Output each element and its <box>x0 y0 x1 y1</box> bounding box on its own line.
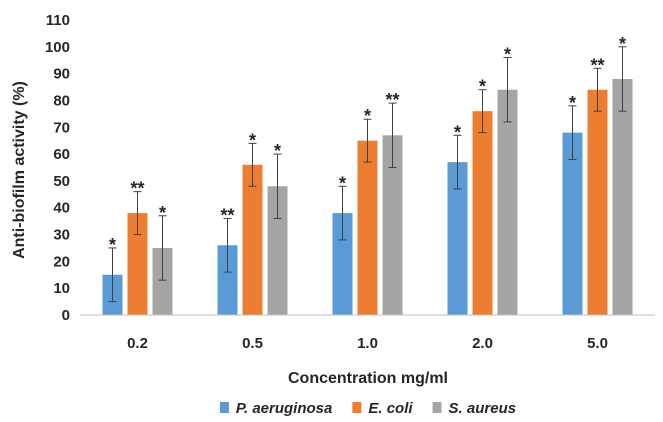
x-tick-label: 5.0 <box>587 335 608 352</box>
legend: P. aeruginosa E. coli S. aureus <box>219 400 517 417</box>
error-bar <box>568 105 577 160</box>
significance-marker: * <box>569 93 576 113</box>
legend-item: S. aureus <box>432 400 517 417</box>
significance-marker: * <box>159 203 166 223</box>
error-bar <box>363 118 372 163</box>
y-tick-label: 30 <box>53 227 70 244</box>
bar <box>562 132 583 315</box>
significance-marker: * <box>249 130 256 150</box>
bar <box>217 245 238 315</box>
error-bar <box>133 191 142 236</box>
bar <box>587 89 608 316</box>
error-bar <box>388 102 397 168</box>
x-axis-title: Concentration mg/ml <box>288 370 448 387</box>
bar <box>242 164 263 315</box>
bar <box>332 213 353 315</box>
y-tick-label: 10 <box>53 280 70 297</box>
bar <box>612 79 633 315</box>
significance-marker: * <box>364 106 371 126</box>
error-bar <box>108 247 117 303</box>
x-axis: 0.2 0.5 1.0 2.0 5.0 <box>80 314 655 352</box>
error-bar <box>338 185 347 241</box>
bar <box>472 111 493 315</box>
y-tick-label: 0 <box>62 307 70 324</box>
x-tick-label: 1.0 <box>357 335 378 352</box>
y-tick-label: 50 <box>53 173 70 190</box>
significance-marker: * <box>109 235 116 255</box>
y-tick-label: 20 <box>53 253 70 270</box>
x-tick-label: 0.2 <box>127 335 148 352</box>
legend-label: S. aureus <box>449 400 517 417</box>
legend-label: P. aeruginosa <box>236 400 332 417</box>
bar <box>267 186 288 315</box>
bar <box>127 213 148 315</box>
significance-marker: * <box>504 45 511 65</box>
significance-marker: * <box>479 77 486 97</box>
bar <box>152 247 173 315</box>
y-tick-label: 70 <box>53 119 70 136</box>
y-axis-title: Anti-biofilm activity (%) <box>11 81 28 259</box>
bars: **** *************** <box>102 34 633 316</box>
bar <box>382 135 403 315</box>
significance-marker: * <box>619 34 626 54</box>
error-bar <box>158 215 167 281</box>
bar <box>497 89 518 316</box>
error-bar <box>273 153 282 219</box>
y-tick-label: 60 <box>53 146 70 163</box>
significance-marker: ** <box>385 90 399 110</box>
legend-item: E. coli <box>352 400 413 417</box>
error-bar <box>248 142 257 187</box>
legend-swatch <box>352 402 362 413</box>
significance-marker: * <box>454 122 461 142</box>
error-bar <box>453 134 462 190</box>
significance-marker: ** <box>590 55 604 75</box>
legend-swatch <box>219 402 229 413</box>
legend-swatch <box>432 402 442 413</box>
error-bar <box>593 67 602 112</box>
legend-item: P. aeruginosa <box>219 400 332 417</box>
y-tick-label: 80 <box>53 92 70 109</box>
error-bar <box>223 217 232 273</box>
error-bar <box>618 46 627 112</box>
x-tick-label: 0.5 <box>242 335 263 352</box>
y-axis: 0 10 20 30 40 50 60 70 80 90 100 110 <box>45 12 70 324</box>
y-tick-label: 110 <box>46 12 70 29</box>
legend-label: E. coli <box>368 400 413 417</box>
y-tick-label: 40 <box>53 200 70 217</box>
significance-marker: * <box>339 173 346 193</box>
y-tick-label: 100 <box>45 39 70 56</box>
error-bar <box>478 89 487 134</box>
bar <box>447 162 468 315</box>
significance-marker: ** <box>130 179 144 199</box>
y-tick-label: 90 <box>53 66 70 83</box>
significance-marker: * <box>274 141 281 161</box>
error-bar <box>503 57 512 123</box>
significance-marker: ** <box>220 205 234 225</box>
x-tick-label: 2.0 <box>472 335 493 352</box>
bar <box>357 140 378 315</box>
